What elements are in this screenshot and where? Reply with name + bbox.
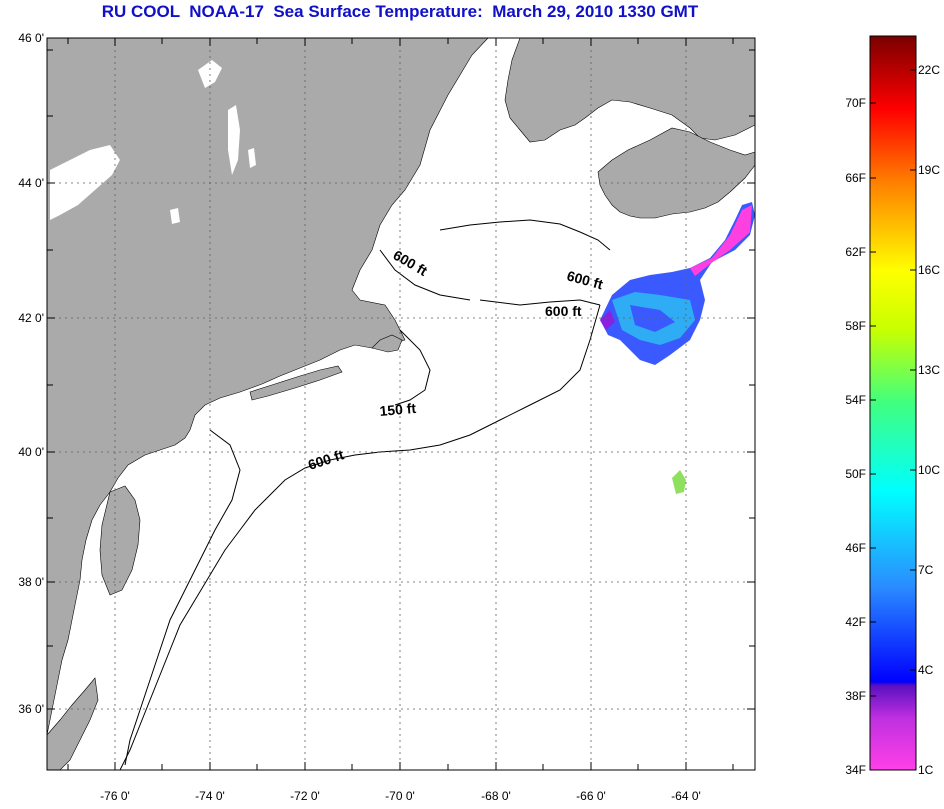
colorbar-f-ticks [870,102,876,771]
colorbar-f-label: 34F [845,763,866,777]
lat-label: 44 0' [18,176,44,190]
contour-label: 600 ft [545,303,582,319]
map-title: RU COOL NOAA-17 Sea Surface Temperature:… [101,2,699,21]
map-frame [46,37,756,771]
frame-ticks [47,38,755,770]
colorbar-c-ticks [910,69,916,771]
colorbar-f-label: 54F [845,393,866,407]
colorbar-c-label: 16C [918,263,940,277]
lat-label: 46 0' [18,31,44,45]
sst-patch [600,202,755,494]
colorbar-f-label: 46F [845,541,866,555]
contour-150ft [394,329,431,406]
lat-label: 40 0' [18,445,44,459]
colorbar-f-label: 70F [845,96,866,110]
land-mass [46,37,756,771]
bathymetry-contours [119,219,611,771]
colorbar-c-label: 22C [918,63,940,77]
colorbar-c-label: 4C [918,663,934,677]
lat-label: 36 0' [18,702,44,716]
lon-label: -70 0' [385,789,415,803]
lon-label: -76 0' [100,789,130,803]
lon-label: -64 0' [671,789,701,803]
colorbar-c-label: 7C [918,563,934,577]
lon-label: -68 0' [481,789,511,803]
colorbar-f-label: 58F [845,319,866,333]
colorbar-f-label: 50F [845,467,866,481]
contour-600ft-shelf [119,304,601,771]
colorbar-c-label: 19C [918,163,940,177]
contour-600ft-georges [479,299,601,306]
colorbar-c-label: 10C [918,463,940,477]
contour-600ft-north [439,219,611,251]
colorbar-f-label: 62F [845,245,866,259]
lat-label: 42 0' [18,311,44,325]
lon-label: -72 0' [290,789,320,803]
contour-label: 150 ft [379,400,417,419]
colorbar-gradient [869,35,917,771]
lat-label: 38 0' [18,575,44,589]
colorbar-c-label: 13C [918,363,940,377]
lon-label: -74 0' [195,789,225,803]
colorbar-f-label: 38F [845,689,866,703]
contour-shelf-inner [124,429,241,766]
colorbar-f-label: 42F [845,615,866,629]
contour-gulf-maine [379,249,471,301]
lon-label: -66 0' [576,789,606,803]
colorbar-c-label: 1C [918,763,934,777]
graticule [47,38,755,770]
colorbar-f-label: 66F [845,171,866,185]
